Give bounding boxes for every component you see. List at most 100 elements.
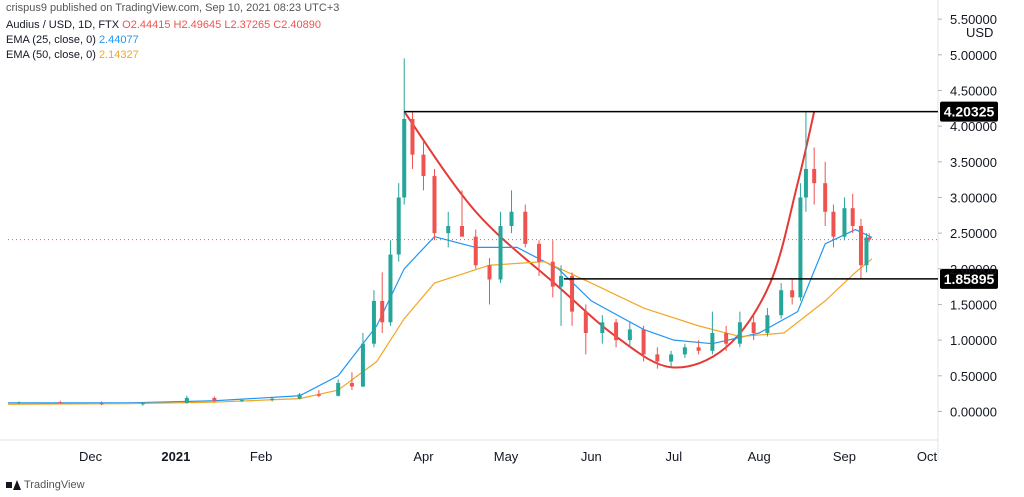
candle[interactable] <box>349 372 354 391</box>
candle-body <box>682 347 687 355</box>
time-tick-label: Jul <box>666 449 683 464</box>
candle[interactable] <box>751 315 756 341</box>
candle[interactable] <box>297 392 302 400</box>
candle[interactable] <box>812 147 817 205</box>
candle[interactable] <box>550 240 555 298</box>
candle[interactable] <box>559 265 564 326</box>
ema25-line[interactable] <box>8 228 873 404</box>
candle[interactable] <box>655 347 660 369</box>
candle[interactable] <box>336 379 341 397</box>
candle[interactable] <box>842 197 847 241</box>
price-tick-label: 4.00000 <box>950 119 997 134</box>
candle[interactable] <box>316 390 321 398</box>
candle[interactable] <box>371 290 376 348</box>
ema50-line[interactable] <box>7 258 873 405</box>
candle[interactable] <box>867 233 872 243</box>
candle[interactable] <box>858 218 863 280</box>
candle[interactable] <box>184 395 189 404</box>
candle[interactable] <box>239 398 244 403</box>
candle-body <box>850 208 855 226</box>
symbol-label: Audius / USD, 1D, FTX <box>6 19 120 31</box>
candle-body <box>696 347 701 351</box>
price-tick-label: 4.50000 <box>950 83 997 98</box>
ema25-legend[interactable]: EMA (25, close, 0) 2.44077 <box>6 34 139 46</box>
symbol-legend[interactable]: Audius / USD, 1D, FTX O2.44415 H2.49645 … <box>6 19 321 31</box>
candle[interactable] <box>600 315 605 344</box>
ema50-legend[interactable]: EMA (50, close, 0) 2.14327 <box>6 49 139 61</box>
price-tick-label: 1.50000 <box>950 297 997 312</box>
time-tick-label: Jun <box>581 449 602 464</box>
candle[interactable] <box>790 279 795 305</box>
candle[interactable] <box>459 190 464 237</box>
candle[interactable] <box>270 397 275 402</box>
candle[interactable] <box>432 168 437 241</box>
candle-body <box>58 402 63 404</box>
candle[interactable] <box>446 211 451 248</box>
candle[interactable] <box>17 401 22 405</box>
footer-brand[interactable]: TradingView <box>6 479 85 491</box>
candle[interactable] <box>737 311 742 348</box>
candle[interactable] <box>850 193 855 234</box>
candle[interactable] <box>509 190 514 234</box>
price-tick-label: 5.50000 <box>950 12 997 27</box>
candle-body <box>858 226 863 266</box>
level-lines-layer: 4.20325 1.85895 <box>404 101 998 289</box>
candle[interactable] <box>669 350 674 368</box>
candle[interactable] <box>570 272 575 326</box>
candle[interactable] <box>641 325 646 362</box>
level-price-tag <box>940 268 998 289</box>
candle[interactable] <box>682 343 687 358</box>
candle[interactable] <box>696 340 701 355</box>
candle[interactable] <box>212 396 217 403</box>
candle[interactable] <box>99 401 104 406</box>
cup-pattern-curve[interactable] <box>403 111 816 369</box>
candle[interactable] <box>831 204 836 248</box>
candle[interactable] <box>779 283 784 319</box>
candle[interactable] <box>583 304 588 355</box>
candle-body <box>803 168 808 198</box>
candle[interactable] <box>724 325 729 351</box>
time-tick-label: Sep <box>833 449 856 464</box>
candle[interactable] <box>360 333 365 388</box>
time-tick-label: Apr <box>413 449 434 464</box>
candle[interactable] <box>396 183 401 262</box>
candle[interactable] <box>537 240 542 276</box>
ema50-label: EMA (50, close, 0) <box>6 49 96 61</box>
time-tick-label: Oct <box>917 449 938 464</box>
candle[interactable] <box>388 240 393 326</box>
candle[interactable] <box>798 183 803 301</box>
candle[interactable] <box>765 308 770 337</box>
candle[interactable] <box>627 322 632 348</box>
ema25-label: EMA (25, close, 0) <box>6 34 96 46</box>
candle[interactable] <box>58 400 63 404</box>
candle[interactable] <box>823 161 828 226</box>
candle[interactable] <box>487 258 492 305</box>
tradingview-logo-icon <box>6 480 21 490</box>
candle[interactable] <box>410 111 415 169</box>
candle[interactable] <box>614 318 619 348</box>
candle[interactable] <box>473 229 478 269</box>
candle[interactable] <box>710 311 715 355</box>
candle-body <box>396 197 401 255</box>
candle-body <box>421 154 426 177</box>
candle-body <box>831 211 836 237</box>
publish-credit: crispus9 published on TradingView.com, S… <box>6 2 340 14</box>
candle[interactable] <box>523 204 528 248</box>
candle-body <box>432 176 437 234</box>
candle-body <box>627 329 632 341</box>
price-tick-label: 0.50000 <box>950 369 997 384</box>
candle-body <box>487 265 492 280</box>
candle[interactable] <box>140 402 145 406</box>
candle[interactable] <box>803 111 808 212</box>
price-axis[interactable]: 0.00000 0.50000 1.00000 1.50000 2.00000 2.500… <box>938 12 997 419</box>
candle-body <box>724 333 729 344</box>
time-axis[interactable]: Dec 2021 Feb Apr May Jun Jul Aug Sep Oct <box>79 449 938 464</box>
candle-body <box>446 226 451 234</box>
candle[interactable] <box>402 58 407 205</box>
candle[interactable] <box>864 233 869 273</box>
candle[interactable] <box>421 140 426 191</box>
candle-body <box>297 394 302 399</box>
candle[interactable] <box>498 211 503 284</box>
candle[interactable] <box>380 272 385 333</box>
